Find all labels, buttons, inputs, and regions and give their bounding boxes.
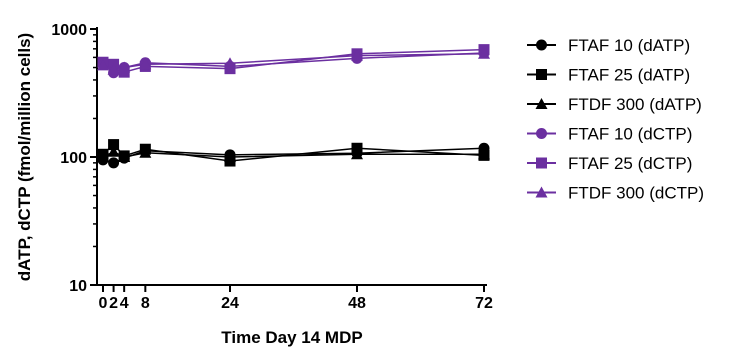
x-axis-title: Time Day 14 MDP bbox=[221, 328, 362, 347]
data-point bbox=[224, 63, 236, 75]
legend-item: FTAF 10 (dATP) bbox=[527, 36, 690, 55]
x-tick-label: 0 bbox=[99, 295, 108, 312]
data-point bbox=[97, 59, 109, 71]
x-tick-label: 4 bbox=[120, 295, 129, 312]
data-point bbox=[224, 57, 236, 69]
x-tick-label: 2 bbox=[109, 295, 118, 312]
y-tick-label: 100 bbox=[60, 150, 87, 167]
y-tick-label: 1000 bbox=[51, 22, 87, 39]
legend-item: FTAF 25 (dATP) bbox=[527, 66, 690, 85]
series-4 bbox=[97, 44, 490, 78]
data-point bbox=[139, 58, 152, 70]
series-2 bbox=[97, 145, 490, 162]
x-tick-label: 24 bbox=[221, 295, 239, 312]
data-point bbox=[139, 146, 152, 158]
data-point bbox=[108, 157, 120, 169]
data-point bbox=[118, 61, 131, 73]
data-point bbox=[224, 151, 236, 162]
legend-label: FTAF 10 (dATP) bbox=[568, 36, 690, 55]
legend-item: FTAF 25 (dCTP) bbox=[527, 154, 692, 173]
legend-label: FTDF 300 (dATP) bbox=[568, 95, 702, 114]
data-point bbox=[351, 49, 363, 61]
legend: FTAF 10 (dATP) FTAF 25 (dATP) FTDF 300 (dA… bbox=[527, 36, 704, 203]
legend-label: FTDF 300 (dCTP) bbox=[568, 184, 704, 203]
data-point bbox=[107, 63, 120, 75]
data-point bbox=[97, 151, 109, 162]
legend-label: FTAF 25 (dATP) bbox=[568, 66, 690, 85]
legend-item: FTAF 10 (dCTP) bbox=[527, 125, 692, 144]
data-point bbox=[478, 148, 490, 160]
data-point bbox=[478, 47, 490, 59]
legend-marker bbox=[535, 98, 548, 109]
x-tick-label: 48 bbox=[348, 295, 366, 312]
x-tick-label: 8 bbox=[141, 295, 150, 312]
legend-item: FTDF 300 (dATP) bbox=[527, 95, 702, 114]
legend-item: FTDF 300 (dCTP) bbox=[527, 184, 704, 203]
series-layer bbox=[97, 44, 490, 169]
legend-label: FTAF 10 (dCTP) bbox=[568, 125, 692, 144]
series-line bbox=[102, 52, 485, 74]
series-line bbox=[102, 48, 485, 73]
legend-label: FTAF 25 (dCTP) bbox=[568, 154, 692, 173]
data-point bbox=[351, 148, 363, 160]
series-5 bbox=[97, 47, 490, 75]
y-axis-title: dATP, dCTP (fmol/million cells) bbox=[15, 33, 34, 281]
y-tick-label: 10 bbox=[69, 278, 87, 295]
data-point bbox=[351, 142, 363, 154]
data-point bbox=[107, 145, 120, 157]
y-axis-ticks: 10 100 1000 bbox=[51, 22, 97, 295]
data-point bbox=[108, 139, 120, 151]
x-axis-ticks: 0 2 4 8 24 48 72 bbox=[99, 285, 493, 312]
legend-marker bbox=[535, 186, 548, 198]
data-point bbox=[118, 151, 131, 162]
legend-marker bbox=[536, 69, 547, 80]
x-tick-label: 72 bbox=[475, 295, 493, 312]
legend-marker bbox=[536, 128, 547, 139]
legend-marker bbox=[536, 39, 547, 51]
legend-marker bbox=[536, 157, 547, 169]
